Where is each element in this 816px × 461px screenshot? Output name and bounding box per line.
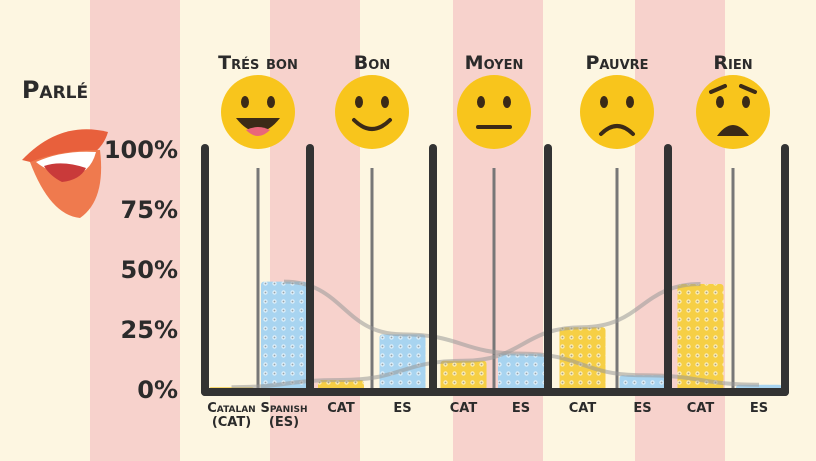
mouth — [236, 118, 280, 132]
x-tick-label: CAT — [449, 401, 478, 416]
x-tick-label: ES — [393, 401, 412, 416]
face — [221, 75, 295, 149]
tongue — [246, 127, 270, 136]
x-tick-label: CAT — [568, 401, 597, 416]
bar — [261, 281, 307, 392]
eye — [626, 96, 634, 108]
eye — [477, 96, 485, 108]
emoji-face — [221, 75, 295, 149]
bar — [498, 353, 544, 392]
emoji-face — [335, 75, 409, 149]
x-tick-label: CAT — [686, 401, 715, 416]
emoji-face — [580, 75, 654, 149]
bar — [677, 284, 724, 392]
face — [457, 75, 531, 149]
face — [696, 75, 770, 149]
bar — [440, 360, 487, 392]
eye — [267, 96, 275, 108]
emoji-face — [696, 75, 770, 149]
stripe — [90, 0, 180, 461]
brow — [709, 84, 727, 94]
x-tick-label: ES — [511, 401, 531, 416]
y-tick-label: 0% — [137, 376, 178, 404]
trend-curve — [283, 279, 760, 387]
x-tick-label: ES — [749, 401, 769, 416]
lips-icon — [22, 129, 108, 218]
category-label: Moyen — [464, 52, 524, 75]
mouth — [717, 125, 749, 136]
face — [580, 75, 654, 149]
x-tick-label: CAT — [327, 401, 355, 416]
category-label: Bon — [353, 52, 391, 75]
y-tick-label: 75% — [120, 196, 178, 224]
y-tick-label: 100% — [103, 136, 178, 164]
brow — [739, 84, 757, 94]
eye — [503, 96, 511, 108]
eye — [742, 96, 750, 108]
eye — [355, 96, 363, 108]
eye — [600, 96, 608, 108]
y-tick-label: 50% — [120, 256, 178, 284]
category-label: Trés bon — [218, 52, 298, 75]
x-tick-label: Catalan (CAT) — [207, 401, 256, 430]
mouth — [352, 118, 392, 131]
x-tick-label: ES — [633, 401, 652, 416]
bar — [619, 375, 666, 392]
mouth — [599, 124, 635, 136]
bar — [559, 327, 606, 392]
emoji-face — [457, 75, 531, 149]
y-tick-label: 25% — [120, 316, 178, 344]
chart-title: Parlé — [21, 76, 89, 104]
eye — [241, 96, 249, 108]
category-label: Pauvre — [585, 52, 649, 75]
bar — [379, 334, 426, 392]
eye — [381, 96, 389, 108]
category-label: Rien — [713, 52, 753, 75]
face — [335, 75, 409, 149]
eye — [716, 96, 724, 108]
x-tick-label: Spanish (ES) — [260, 401, 308, 430]
